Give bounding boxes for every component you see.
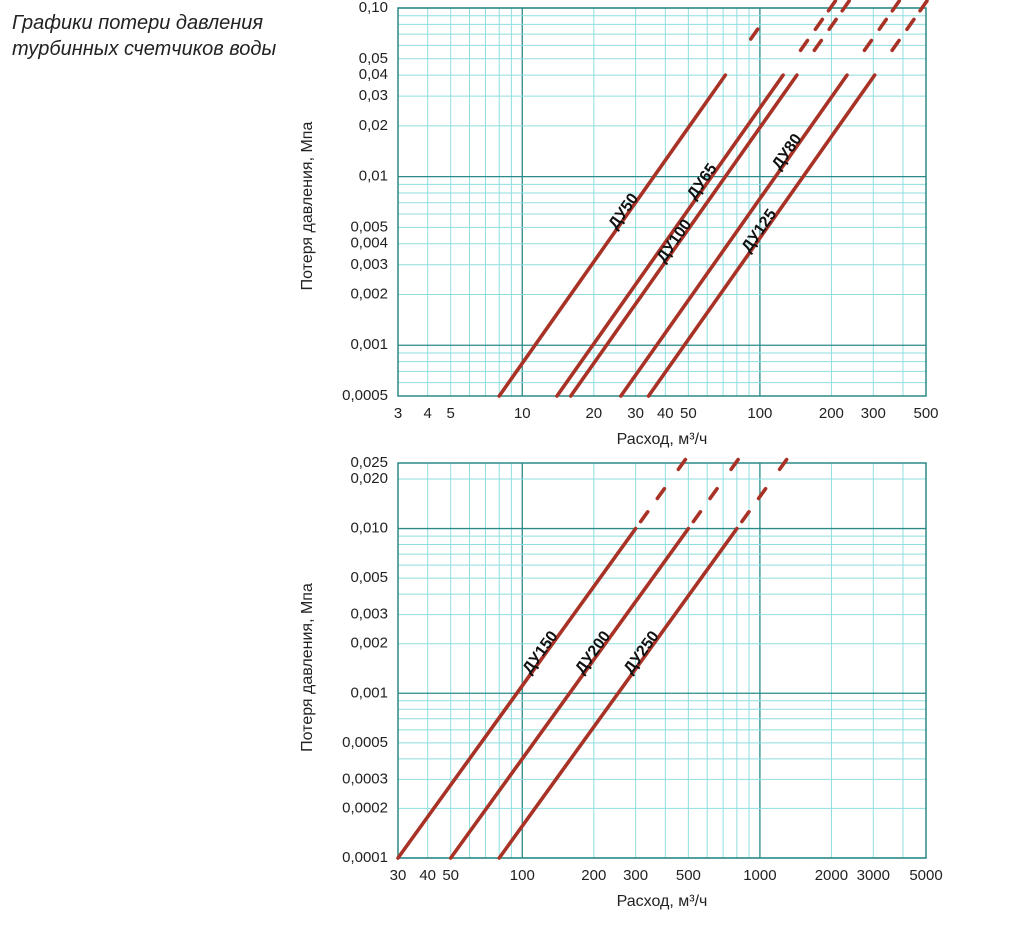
svg-text:50: 50 xyxy=(680,405,697,422)
svg-text:0,04: 0,04 xyxy=(359,66,388,83)
svg-text:0,03: 0,03 xyxy=(359,87,388,104)
svg-text:0,020: 0,020 xyxy=(350,470,388,487)
svg-text:0,0003: 0,0003 xyxy=(342,770,388,787)
svg-text:500: 500 xyxy=(676,867,701,884)
svg-text:0,01: 0,01 xyxy=(359,168,388,185)
svg-text:0,001: 0,001 xyxy=(350,684,388,701)
svg-text:4: 4 xyxy=(424,405,432,422)
svg-text:Расход, м³/ч: Расход, м³/ч xyxy=(617,431,708,448)
svg-text:40: 40 xyxy=(657,405,674,422)
svg-text:0,002: 0,002 xyxy=(350,635,388,652)
svg-text:3000: 3000 xyxy=(857,867,890,884)
svg-text:2000: 2000 xyxy=(815,867,848,884)
svg-text:50: 50 xyxy=(442,867,459,884)
svg-text:0,005: 0,005 xyxy=(350,569,388,586)
svg-text:300: 300 xyxy=(861,405,886,422)
svg-text:30: 30 xyxy=(390,867,407,884)
svg-text:200: 200 xyxy=(581,867,606,884)
svg-text:100: 100 xyxy=(510,867,535,884)
svg-text:200: 200 xyxy=(819,405,844,422)
svg-text:Потеря давления, Мпа: Потеря давления, Мпа xyxy=(299,122,316,291)
svg-text:0,02: 0,02 xyxy=(359,117,388,134)
svg-text:0,0005: 0,0005 xyxy=(342,734,388,751)
svg-text:0,001: 0,001 xyxy=(350,336,388,353)
svg-text:0,005: 0,005 xyxy=(350,218,388,235)
svg-text:3: 3 xyxy=(394,405,402,422)
svg-text:20: 20 xyxy=(585,405,602,422)
svg-text:5000: 5000 xyxy=(909,867,942,884)
svg-text:5: 5 xyxy=(447,405,455,422)
svg-text:0,003: 0,003 xyxy=(350,606,388,623)
svg-text:10: 10 xyxy=(514,405,531,422)
svg-text:0,0005: 0,0005 xyxy=(342,387,388,404)
svg-text:0,010: 0,010 xyxy=(350,520,388,537)
svg-text:Расход, м³/ч: Расход, м³/ч xyxy=(617,893,708,910)
svg-text:0,002: 0,002 xyxy=(350,285,388,302)
svg-text:Потеря давления, Мпа: Потеря давления, Мпа xyxy=(299,583,316,752)
svg-text:40: 40 xyxy=(419,867,436,884)
svg-text:0,025: 0,025 xyxy=(350,454,388,471)
svg-text:1000: 1000 xyxy=(743,867,776,884)
svg-text:30: 30 xyxy=(627,405,644,422)
svg-text:0,05: 0,05 xyxy=(359,50,388,67)
svg-text:500: 500 xyxy=(913,405,938,422)
svg-text:0,0001: 0,0001 xyxy=(342,849,388,866)
svg-text:0,10: 0,10 xyxy=(359,0,388,16)
svg-text:300: 300 xyxy=(623,867,648,884)
svg-text:100: 100 xyxy=(747,405,772,422)
svg-text:0,004: 0,004 xyxy=(350,235,388,252)
svg-text:0,003: 0,003 xyxy=(350,256,388,273)
svg-text:0,0002: 0,0002 xyxy=(342,799,388,816)
